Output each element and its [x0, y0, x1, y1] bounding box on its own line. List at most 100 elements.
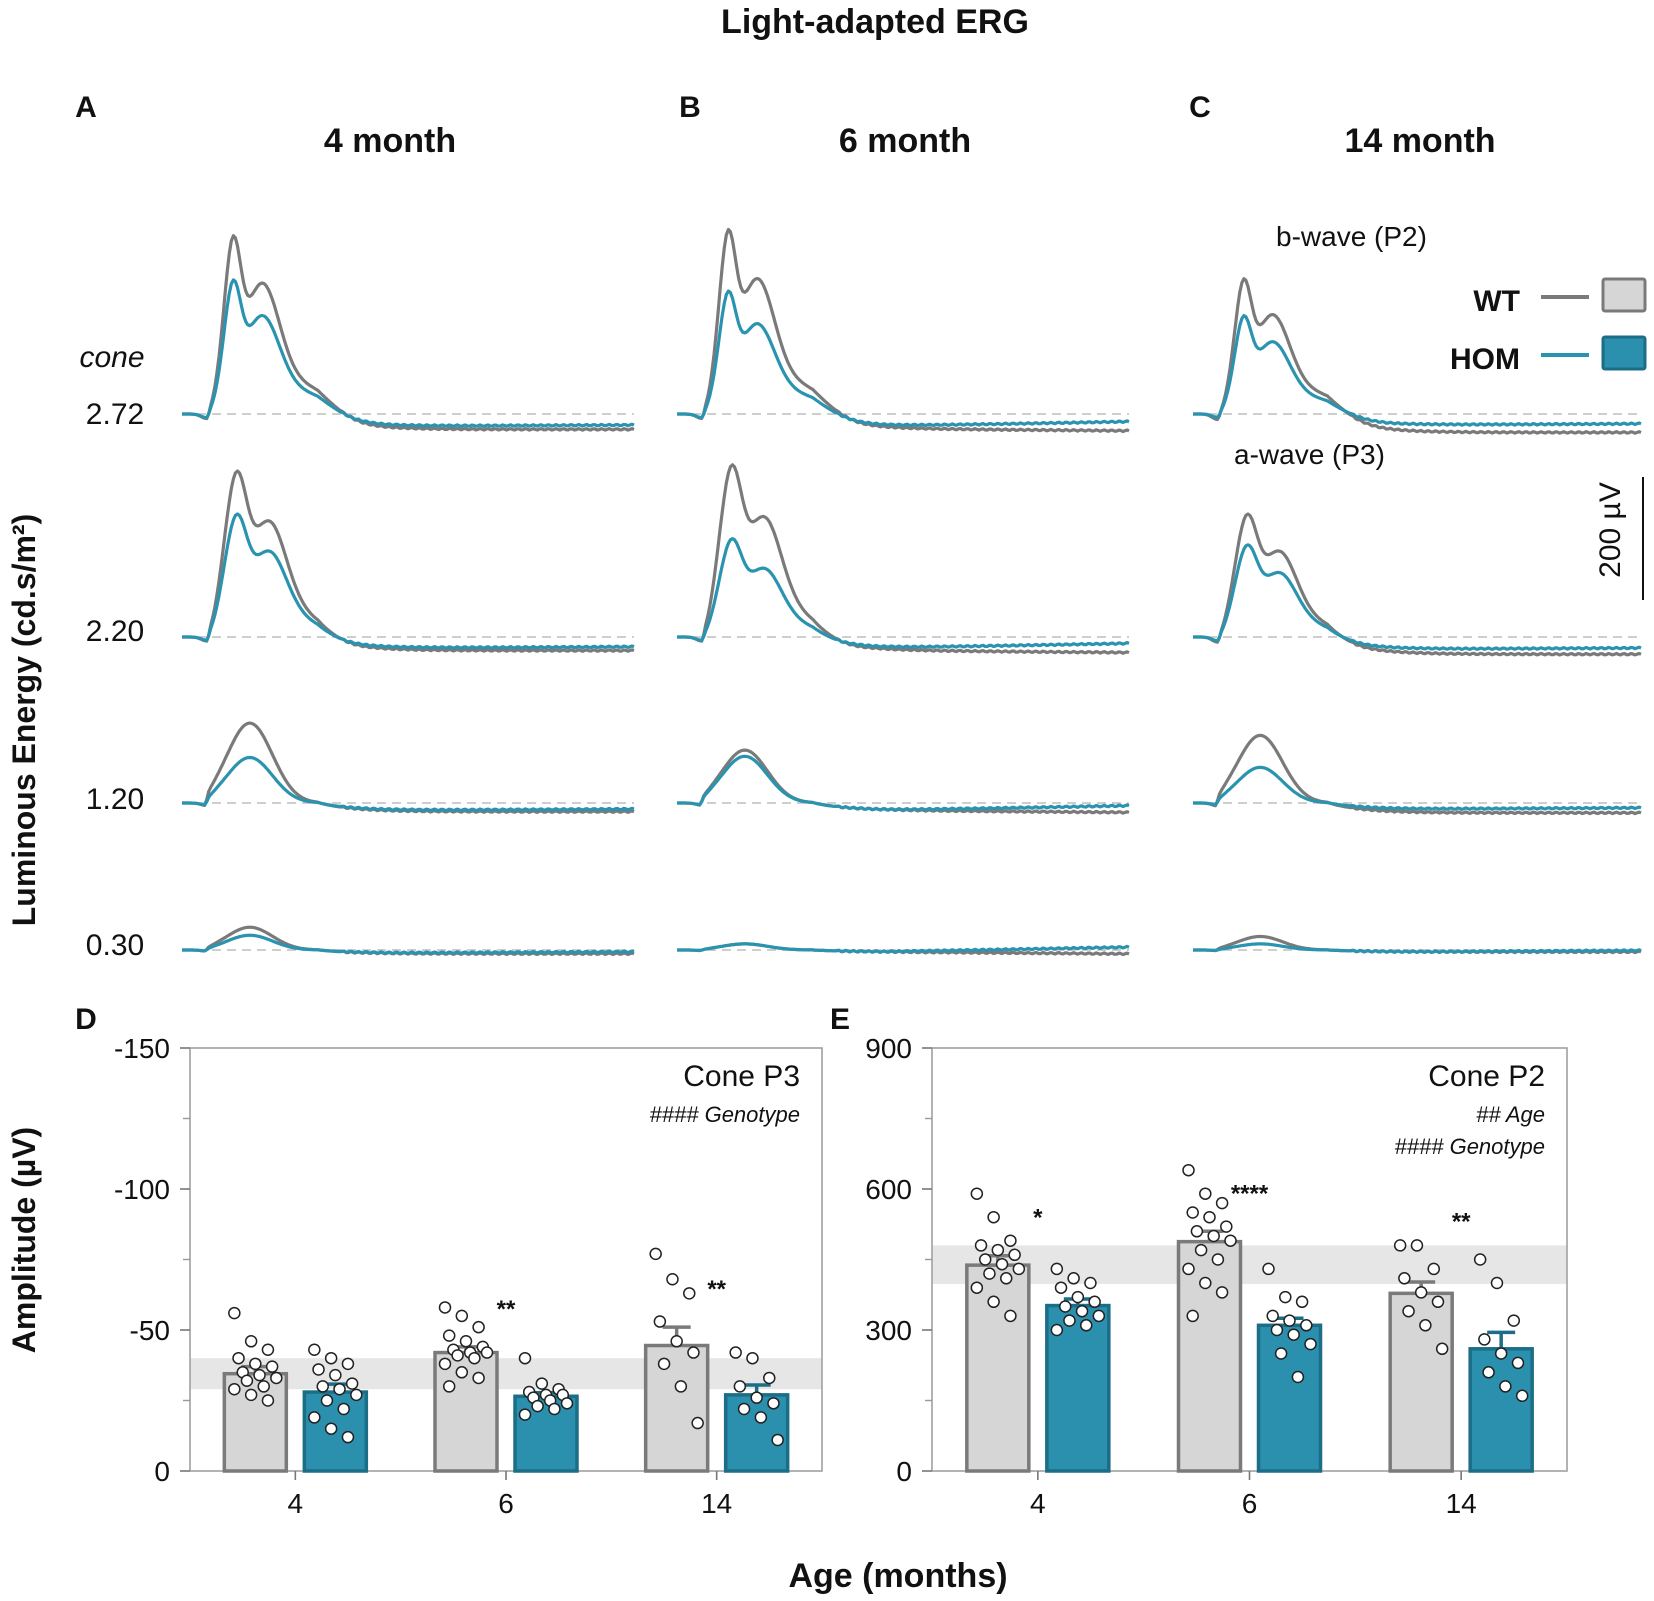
data-point-hom — [531, 1399, 544, 1413]
data-point-hom — [737, 1402, 751, 1416]
legend-hom-swatch — [1601, 335, 1647, 371]
data-point-hom — [350, 1388, 363, 1402]
data-point-hom — [1088, 1295, 1101, 1309]
data-point-hom — [771, 1433, 784, 1447]
scale-bar-label: 200 µV — [1594, 482, 1627, 578]
data-point-wt — [1393, 1239, 1407, 1252]
data-point-hom — [1274, 1347, 1288, 1360]
y-tick-label: 300 — [865, 1315, 912, 1346]
data-point-wt — [978, 1253, 992, 1266]
data-point-hom — [1079, 1319, 1093, 1332]
data-point-wt — [459, 1335, 473, 1348]
bar-chart-cone-p2: 0 300 600 900 4 * 6 **** 14 ** Cone P2 ## Age #### G… — [865, 1033, 1568, 1519]
trace-wt-6-month-2.20 — [677, 463, 1130, 655]
significance-marker: * — [1033, 1205, 1043, 1232]
data-point-hom — [308, 1343, 321, 1356]
data-point-wt — [1431, 1295, 1445, 1309]
data-point-hom — [1287, 1328, 1300, 1341]
data-point-wt — [442, 1329, 456, 1342]
data-point-hom — [316, 1380, 329, 1393]
data-point-wt — [270, 1371, 283, 1385]
trace-hom-4-month-1.20 — [182, 755, 635, 813]
stat-note: ## Age — [1476, 1102, 1545, 1127]
trace-wt-4-month-2.20 — [182, 469, 635, 653]
data-point-wt — [261, 1394, 275, 1407]
data-point-hom — [1283, 1314, 1296, 1327]
data-point-wt — [1207, 1229, 1220, 1243]
trace-hom-6-month-1.20 — [677, 754, 1130, 812]
data-point-hom — [560, 1397, 574, 1410]
trace-hom-6-month-0.30 — [677, 942, 1130, 954]
data-point-wt — [995, 1257, 1009, 1271]
data-point-hom — [1063, 1314, 1076, 1327]
data-point-hom — [1279, 1290, 1292, 1304]
data-point-hom — [548, 1402, 561, 1416]
data-point-hom — [324, 1351, 338, 1365]
y-tick-label: -150 — [114, 1033, 170, 1064]
data-point-wt — [657, 1357, 671, 1371]
data-point-wt — [455, 1366, 469, 1379]
data-point-wt — [480, 1346, 494, 1359]
data-point-wt — [1190, 1225, 1204, 1238]
significance-marker: **** — [1231, 1180, 1269, 1207]
x-tick-label: 4 — [288, 1488, 304, 1519]
data-point-wt — [1203, 1210, 1216, 1224]
data-point-hom — [333, 1382, 346, 1396]
y-tick-label: 0 — [896, 1456, 912, 1487]
y-axis-title-traces: Luminous Energy (cd.s/m²) — [6, 514, 42, 926]
figure-title: Light-adapted ERG — [721, 3, 1029, 41]
data-point-wt — [974, 1239, 988, 1252]
trace-hom-14-month-1.20 — [1193, 765, 1642, 811]
data-point-hom — [1075, 1304, 1089, 1318]
data-point-wt — [1435, 1342, 1449, 1356]
panel-title-4-month: 4 month — [324, 122, 456, 160]
data-point-hom — [754, 1411, 768, 1424]
data-point-hom — [1473, 1253, 1487, 1266]
data-point-wt — [653, 1315, 667, 1328]
x-axis-title-bars: Age (months) — [788, 1557, 1007, 1595]
trace-hom-4-month-0.30 — [182, 933, 635, 955]
data-point-hom — [337, 1402, 350, 1416]
data-point-hom — [1507, 1314, 1521, 1327]
trace-hom-6-month-2.20 — [677, 537, 1130, 650]
data-point-hom — [1067, 1272, 1080, 1285]
data-point-hom — [324, 1422, 338, 1435]
data-point-wt — [1215, 1286, 1229, 1299]
data-point-hom — [1515, 1389, 1529, 1403]
b-wave-annotation: b-wave (P2) — [1276, 221, 1427, 252]
data-point-wt — [970, 1187, 984, 1200]
data-point-hom — [750, 1391, 763, 1404]
data-point-hom — [763, 1371, 776, 1385]
data-point-wt — [1419, 1319, 1432, 1332]
data-point-hom — [1084, 1276, 1097, 1290]
data-point-hom — [746, 1351, 759, 1365]
data-point-hom — [1295, 1295, 1309, 1309]
x-tick-label: 14 — [1446, 1488, 1477, 1519]
data-point-hom — [1262, 1262, 1275, 1276]
data-point-hom — [1490, 1276, 1504, 1290]
data-point-wt — [649, 1247, 662, 1261]
data-point-wt — [265, 1360, 279, 1373]
bar-hom-14 — [1468, 1347, 1534, 1473]
a-wave-annotation: a-wave (P3) — [1234, 439, 1385, 470]
trace-wt-14-month-2.72 — [1193, 277, 1642, 435]
data-point-wt — [691, 1416, 704, 1430]
panel-title-6-month: 6 month — [839, 122, 971, 160]
y-axis-title-bars: Amplitude (µV) — [6, 1127, 42, 1353]
data-point-wt — [232, 1351, 245, 1365]
bar-wt-14 — [1388, 1291, 1454, 1473]
data-point-wt — [472, 1320, 485, 1334]
data-point-hom — [1058, 1300, 1072, 1313]
data-point-wt — [438, 1357, 452, 1371]
trace-wt-14-month-1.20 — [1193, 733, 1642, 816]
data-point-hom — [1291, 1370, 1305, 1384]
data-point-wt — [253, 1368, 266, 1382]
data-point-wt — [1012, 1262, 1026, 1276]
data-point-hom — [1482, 1366, 1495, 1379]
data-point-hom — [1092, 1309, 1106, 1323]
data-point-wt — [244, 1335, 258, 1348]
panel-letter-c: C — [1189, 91, 1211, 124]
trace-wt-14-month-2.20 — [1193, 512, 1642, 657]
data-point-wt — [228, 1382, 241, 1396]
data-point-wt — [1211, 1253, 1225, 1266]
